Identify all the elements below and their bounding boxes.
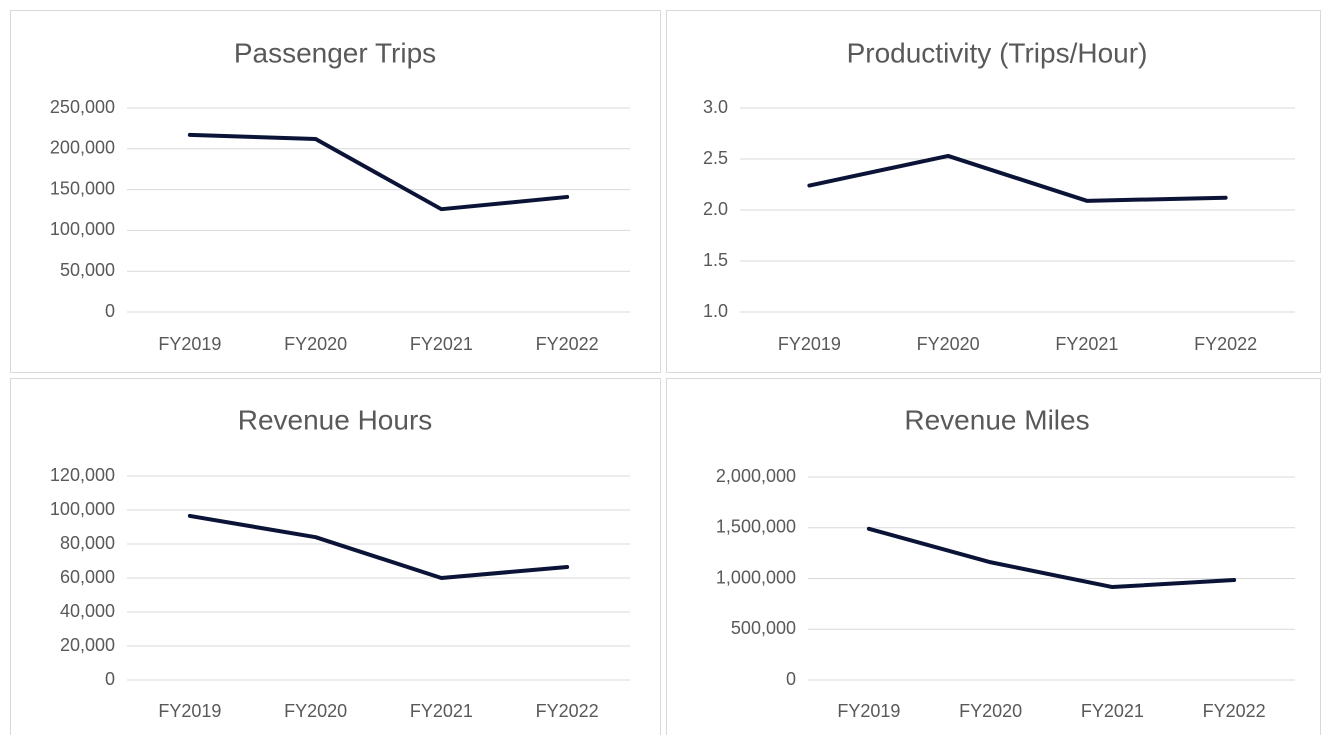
x-tick-label: FY2021 (410, 701, 473, 721)
x-tick-label: FY2022 (1194, 334, 1257, 354)
x-tick-label: FY2019 (158, 334, 221, 354)
x-tick-label: FY2021 (1055, 334, 1118, 354)
y-tick-label: 2,000,000 (716, 466, 796, 486)
y-tick-label: 80,000 (60, 533, 115, 553)
x-tick-label: FY2022 (536, 334, 599, 354)
y-tick-label: 3.0 (703, 97, 728, 117)
line-series (807, 153, 1228, 203)
y-tick-label: 200,000 (50, 138, 115, 158)
x-tick-label: FY2019 (837, 701, 900, 721)
y-tick-label: 60,000 (60, 567, 115, 587)
y-tick-label: 250,000 (50, 97, 115, 117)
y-tick-label: 120,000 (50, 465, 115, 485)
x-tick-label: FY2022 (536, 701, 599, 721)
y-tick-label: 0 (105, 301, 115, 321)
panel (10, 378, 661, 739)
x-tick-label: FY2020 (917, 334, 980, 354)
y-tick-label: 2.5 (703, 148, 728, 168)
y-tick-label: 2.0 (703, 199, 728, 219)
x-tick-label: FY2020 (284, 701, 347, 721)
y-tick-label: 1.5 (703, 250, 728, 270)
x-tick-label: FY2020 (284, 334, 347, 354)
x-tick-label: FY2022 (1203, 701, 1266, 721)
x-tick-label: FY2019 (778, 334, 841, 354)
y-tick-label: 150,000 (50, 178, 115, 198)
y-tick-label: 100,000 (50, 499, 115, 519)
y-tick-label: 1,000,000 (716, 567, 796, 587)
y-tick-label: 1,500,000 (716, 517, 796, 537)
y-tick-label: 50,000 (60, 260, 115, 280)
chart-title: Revenue Miles (904, 404, 1089, 435)
x-tick-label: FY2019 (158, 701, 221, 721)
y-tick-label: 1.0 (703, 301, 728, 321)
chart-title: Productivity (Trips/Hour) (847, 37, 1148, 68)
y-tick-label: 500,000 (731, 618, 796, 638)
y-tick-label: 40,000 (60, 601, 115, 621)
y-tick-label: 0 (786, 669, 796, 689)
x-tick-label: FY2020 (959, 701, 1022, 721)
y-tick-label: 20,000 (60, 635, 115, 655)
y-tick-label: 0 (105, 669, 115, 689)
x-tick-label: FY2021 (410, 334, 473, 354)
chart-title: Revenue Hours (238, 404, 433, 435)
line-series (866, 526, 1237, 590)
line-series (187, 132, 570, 212)
x-tick-label: FY2021 (1081, 701, 1144, 721)
panel (666, 378, 1321, 739)
line-series (187, 513, 570, 580)
y-tick-label: 100,000 (50, 219, 115, 239)
chart-title: Passenger Trips (234, 37, 436, 68)
